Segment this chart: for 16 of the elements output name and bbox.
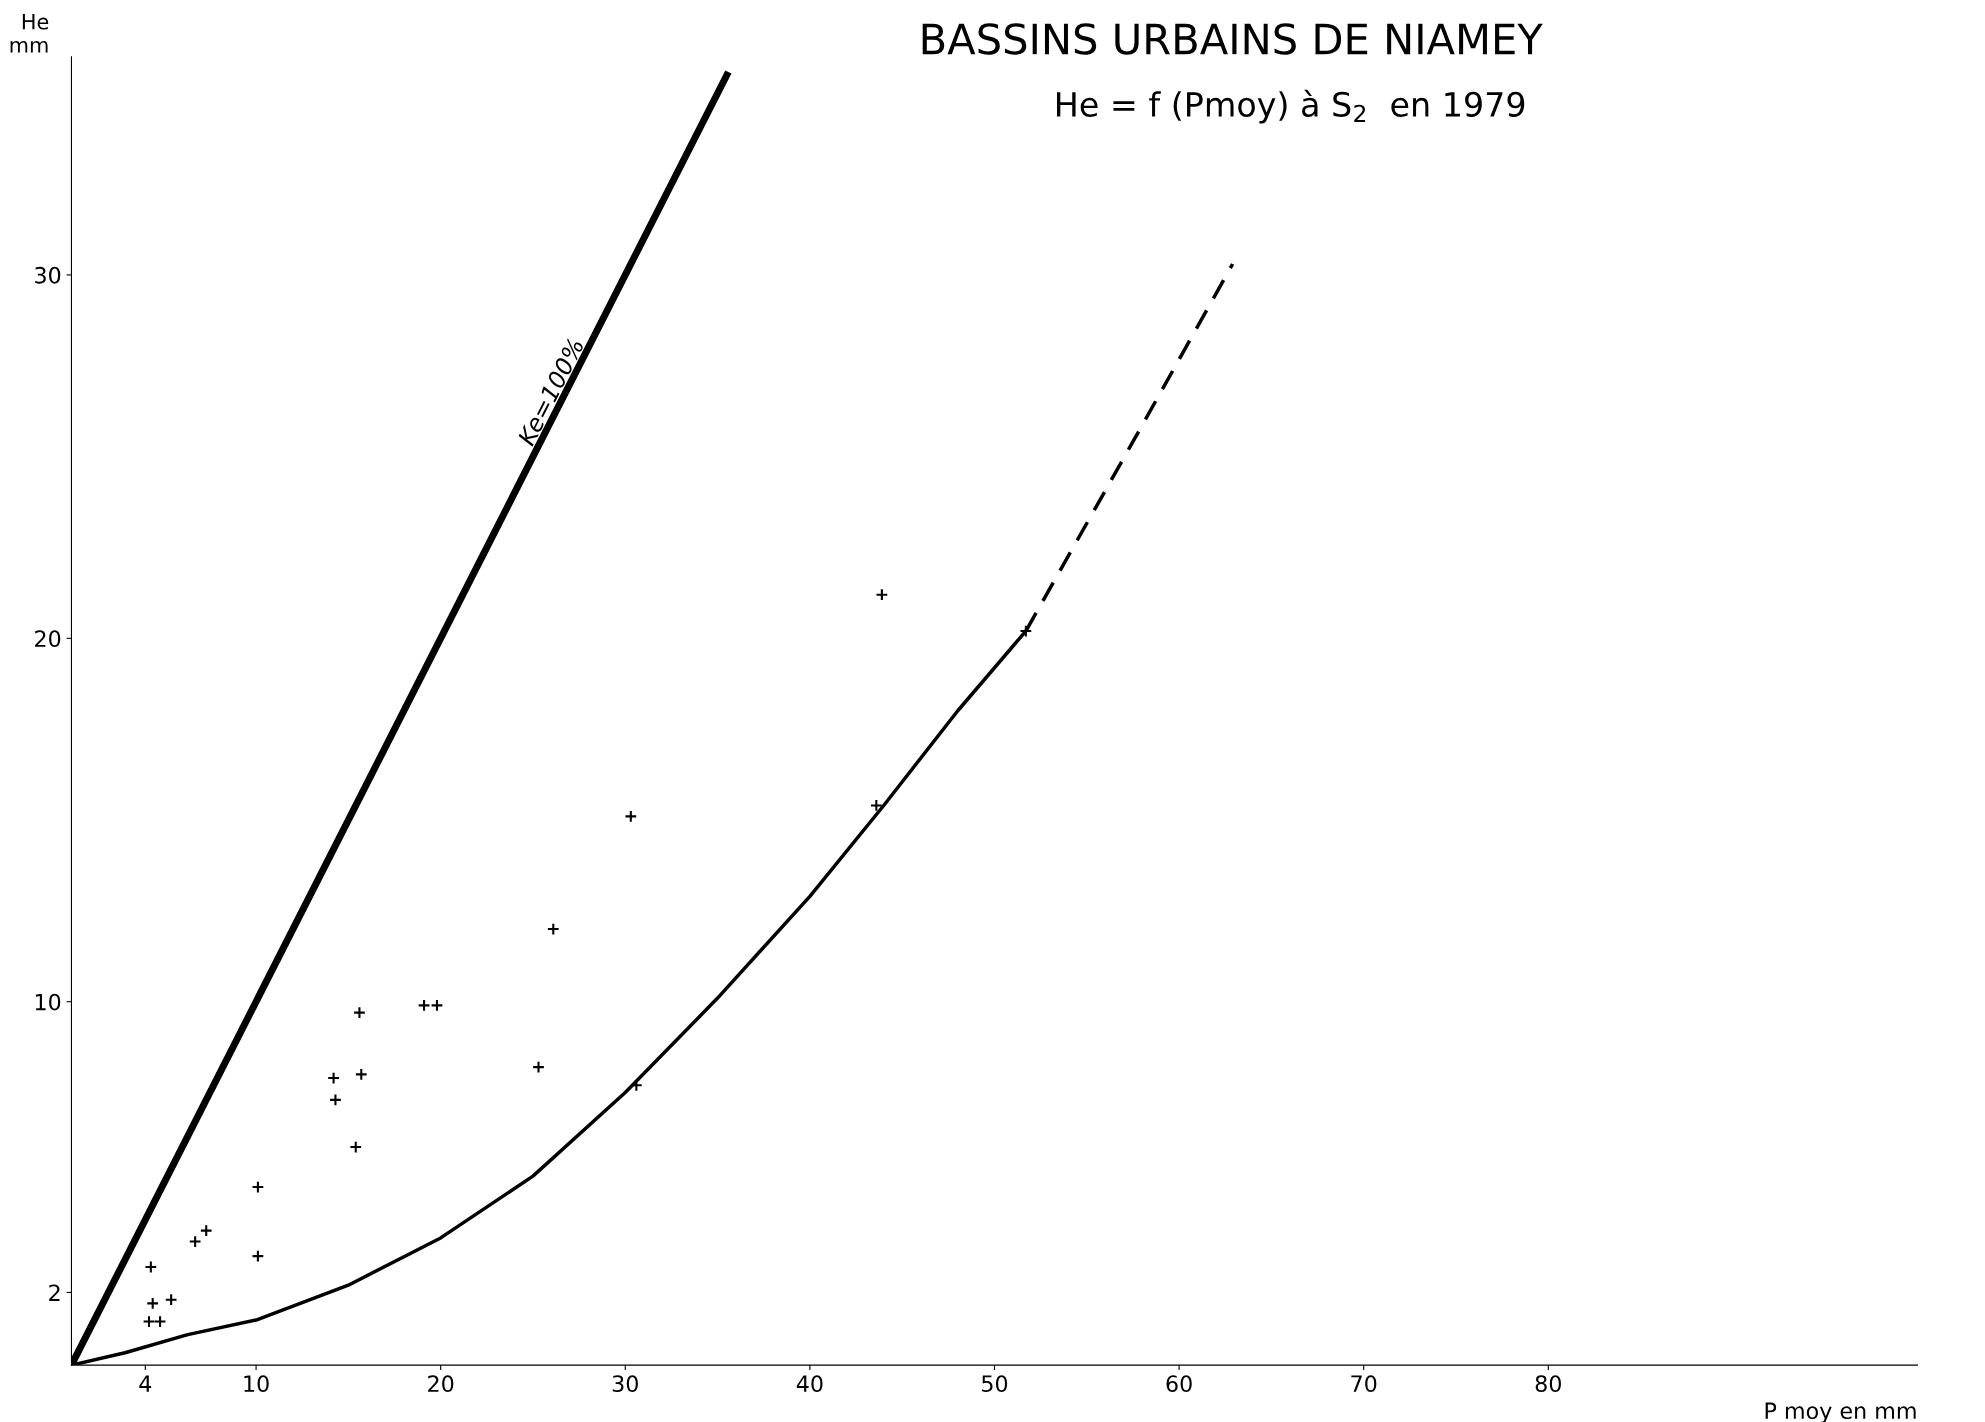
x-tick-label: 30 <box>612 1375 638 1393</box>
text: He = f (Pmoy) à S$_{2}$ en 1979 <box>1057 89 1525 124</box>
y-tick-label: 10 <box>35 993 61 1011</box>
x-tick-label: 4 <box>139 1375 152 1392</box>
x-tick-label: 80 <box>1535 1375 1561 1393</box>
y-tick-label: 2 <box>49 1284 60 1301</box>
y-tick-label: 20 <box>35 630 61 648</box>
x-tick-label: 40 <box>796 1375 823 1393</box>
x-tick-label: 20 <box>428 1375 454 1393</box>
y-axis-title: He mm <box>10 14 49 53</box>
chart-title: BASSINS URBAINS DE NIAMEY <box>922 23 1543 55</box>
y-tick-label: 30 <box>35 266 61 284</box>
x-tick-label: 60 <box>1166 1375 1192 1393</box>
x-tick-label: 10 <box>244 1375 269 1393</box>
x-tick-label: 50 <box>982 1375 1008 1393</box>
x-tick-label: 70 <box>1351 1375 1377 1393</box>
